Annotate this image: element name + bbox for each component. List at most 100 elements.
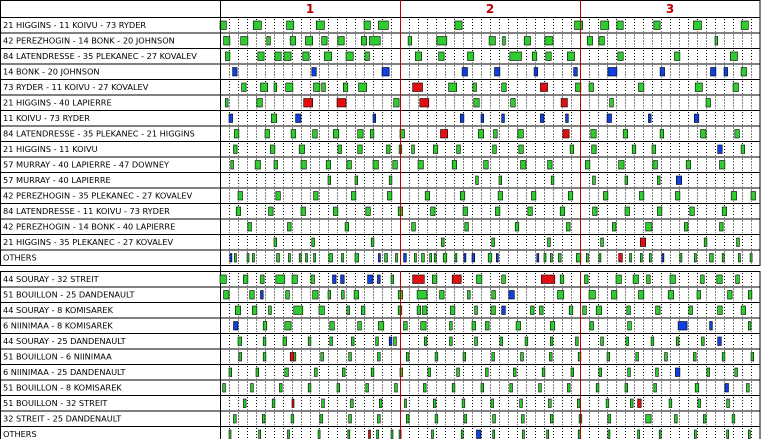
shift-bar: [275, 191, 281, 201]
line-label: 32 STREIT - 25 DANDENAULT: [3, 414, 122, 424]
shift-bar: [283, 51, 292, 61]
shift-bar: [300, 160, 307, 170]
shift-bar: [674, 414, 678, 424]
shift-bar: [313, 82, 321, 92]
shift-bar: [329, 336, 333, 346]
shift-bar: [369, 36, 381, 46]
shift-bar: [624, 383, 628, 393]
shift-bar: [233, 144, 238, 154]
shift-bar: [734, 367, 738, 377]
shift-bar: [310, 274, 315, 284]
shift-bar: [582, 305, 587, 315]
shift-bar: [394, 383, 398, 393]
shift-bar: [639, 237, 646, 247]
shift-bar: [700, 274, 705, 284]
shift-bar: [603, 191, 609, 201]
shift-bar: [746, 383, 750, 393]
shift-bar: [485, 367, 489, 377]
shift-bar: [298, 144, 305, 154]
shift-bar: [485, 321, 490, 331]
shift-bar: [637, 429, 640, 439]
shift-bar: [639, 191, 645, 201]
shift-bar: [667, 290, 674, 300]
shift-bar: [693, 253, 697, 263]
shift-bar: [651, 144, 656, 154]
period-label: 3: [666, 2, 674, 16]
shift-bar: [417, 160, 424, 170]
shift-bar: [609, 98, 614, 108]
shift-bar: [434, 352, 439, 362]
shift-bar: [510, 98, 516, 108]
shift-bar: [565, 113, 569, 123]
shift-bar: [499, 336, 503, 346]
shift-bar: [411, 144, 415, 154]
shift-bar: [724, 383, 729, 393]
shift-bar: [740, 144, 745, 154]
line-label: 73 RYDER - 11 KOIVU - 27 KOVALEV: [3, 82, 149, 92]
shift-bar: [607, 67, 618, 77]
shift-bar: [273, 237, 277, 247]
shift-bar: [341, 253, 344, 263]
shift-bar: [375, 336, 379, 346]
shift-bar: [290, 414, 295, 424]
shift-bar: [659, 67, 665, 77]
shift-bar: [353, 290, 359, 300]
line-label: OTHERS: [3, 429, 37, 439]
shift-bar: [562, 129, 570, 139]
shift-bar: [573, 67, 578, 77]
shift-bar: [369, 129, 375, 139]
shift-bar: [521, 414, 525, 424]
shift-bar: [354, 253, 359, 263]
shift-bar: [584, 274, 589, 284]
period-label: 2: [486, 2, 494, 16]
shift-bar: [508, 290, 515, 300]
shift-bar: [386, 144, 391, 154]
shift-bar: [289, 36, 296, 46]
shift-bar: [319, 414, 323, 424]
shift-bar: [524, 336, 529, 346]
shift-bar: [449, 336, 453, 346]
shift-bar: [490, 305, 496, 315]
shift-bar: [378, 253, 381, 263]
shift-bar: [252, 253, 255, 263]
shift-bar: [311, 67, 317, 77]
shift-bar: [749, 253, 753, 263]
shift-bar: [274, 51, 282, 61]
line-label: 14 BONK - 20 JOHNSON: [3, 67, 100, 77]
shift-bar: [376, 429, 379, 439]
shift-bar: [539, 305, 544, 315]
shift-bar: [436, 36, 448, 46]
shift-bar: [719, 160, 726, 170]
shift-bar: [693, 352, 697, 362]
shift-bar: [233, 321, 239, 331]
shift-bar: [325, 160, 332, 170]
shift-bar: [324, 51, 332, 61]
shift-bar: [288, 253, 291, 263]
shift-bar: [235, 206, 241, 216]
shift-bar: [589, 321, 594, 331]
shift-bar: [694, 383, 700, 393]
shift-bar: [378, 321, 385, 331]
shift-bar: [346, 160, 352, 170]
shift-bar: [405, 414, 410, 424]
shift-bar: [434, 414, 439, 424]
shift-bar: [566, 222, 571, 232]
shift-bar: [750, 191, 756, 201]
shift-bar: [630, 398, 634, 408]
shift-bar: [451, 383, 456, 393]
shift-bar: [696, 290, 701, 300]
shift-bar: [276, 253, 280, 263]
shift-bar: [693, 113, 700, 123]
shift-bar: [483, 160, 489, 170]
shift-bar: [464, 222, 469, 232]
shift-bar: [303, 98, 314, 108]
shift-bar: [250, 383, 254, 393]
shift-bar: [598, 253, 602, 263]
shift-bar: [559, 274, 565, 284]
shift-bar: [600, 336, 604, 346]
shift-bar: [491, 352, 495, 362]
shift-bar: [315, 20, 325, 30]
shift-bar: [407, 36, 413, 46]
shift-bar: [709, 321, 713, 331]
shift-bar: [431, 429, 434, 439]
